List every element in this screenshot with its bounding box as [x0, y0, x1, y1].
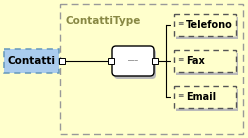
Text: ≡: ≡	[177, 19, 183, 28]
FancyBboxPatch shape	[114, 49, 156, 79]
FancyBboxPatch shape	[152, 58, 158, 64]
Text: ContattiType: ContattiType	[66, 16, 141, 26]
FancyBboxPatch shape	[112, 46, 154, 76]
Text: Contatti: Contatti	[7, 56, 56, 66]
Text: Telefono: Telefono	[186, 20, 233, 30]
FancyBboxPatch shape	[176, 89, 238, 111]
FancyBboxPatch shape	[174, 86, 236, 108]
Text: ———: ———	[128, 59, 138, 63]
FancyBboxPatch shape	[174, 14, 236, 36]
FancyBboxPatch shape	[176, 17, 238, 39]
FancyBboxPatch shape	[4, 49, 59, 73]
Text: Fax: Fax	[186, 56, 205, 66]
FancyBboxPatch shape	[176, 53, 238, 75]
Text: ≡: ≡	[177, 55, 183, 64]
FancyBboxPatch shape	[60, 4, 243, 134]
FancyBboxPatch shape	[174, 50, 236, 72]
FancyBboxPatch shape	[108, 58, 114, 64]
FancyBboxPatch shape	[59, 58, 65, 64]
Text: ≡: ≡	[177, 91, 183, 100]
Text: Email: Email	[186, 92, 216, 102]
